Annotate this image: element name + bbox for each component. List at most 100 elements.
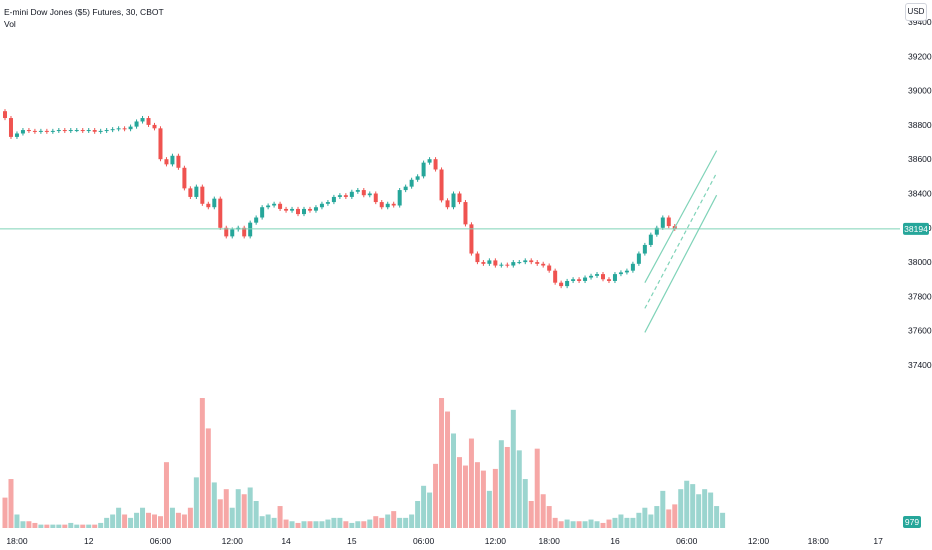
volume-bar: [110, 514, 116, 528]
time-tick-label: 16: [610, 536, 620, 546]
candle-body: [122, 128, 127, 130]
candle-body: [92, 130, 97, 132]
volume-bar: [68, 522, 74, 528]
volume-bar: [666, 509, 672, 528]
candle-body: [511, 262, 516, 266]
volume-bar: [211, 482, 217, 528]
volume-bar: [558, 521, 564, 528]
volume-bar: [104, 517, 110, 528]
volume-bar: [421, 485, 427, 528]
currency-button[interactable]: USD: [905, 3, 927, 21]
time-tick-label: 06:00: [413, 536, 435, 546]
candle-body: [630, 263, 635, 271]
candle-body: [242, 227, 247, 237]
candle-body: [373, 193, 378, 203]
channel-middle-line[interactable]: [644, 172, 718, 309]
volume-bar: [612, 517, 618, 528]
volume-bar: [313, 521, 319, 528]
volume-bar: [504, 446, 510, 528]
price-tick-label: 37400: [908, 360, 932, 370]
candle-body: [660, 217, 665, 228]
candle-body: [325, 202, 330, 204]
candle-body: [38, 130, 43, 132]
candle-body: [397, 190, 402, 206]
candle-body: [266, 205, 271, 208]
volume-bar: [678, 489, 684, 528]
volume-bar: [343, 521, 349, 528]
candle-body: [260, 207, 265, 218]
volume-bar: [684, 480, 690, 528]
candle-body: [523, 260, 528, 263]
channel-upper-line[interactable]: [644, 150, 718, 283]
volume-bar: [241, 494, 247, 528]
volume-bar: [74, 524, 80, 528]
candle-body: [218, 198, 223, 228]
volume-bar: [522, 479, 528, 528]
candle-body: [361, 190, 366, 196]
candle-body: [140, 118, 145, 122]
volume-bar: [433, 463, 439, 528]
time-tick-label: 12:00: [222, 536, 244, 546]
volume-bar: [128, 517, 134, 528]
volume-bar: [468, 438, 474, 528]
volume-bar: [564, 519, 570, 528]
candle-body: [176, 155, 181, 168]
channel-drawing[interactable]: [644, 150, 718, 333]
price-tick-label: 39200: [908, 51, 932, 61]
candle-body: [648, 234, 653, 245]
volume-bar: [498, 440, 504, 528]
volume-bar: [385, 514, 391, 528]
candle-body: [463, 202, 468, 225]
price-tick-label: 38000: [908, 257, 932, 267]
volume-bar: [146, 512, 152, 528]
candle-body: [391, 203, 396, 206]
volume-bar: [570, 521, 576, 528]
channel-lower-line[interactable]: [644, 194, 718, 333]
volume-bar: [2, 497, 8, 528]
candle-body: [104, 130, 109, 132]
volume-bar: [20, 521, 26, 528]
symbol-title[interactable]: E-mini Dow Jones ($5) Futures, 30, CBOT: [4, 7, 164, 17]
volume-bar: [588, 519, 594, 528]
volume-bar: [720, 512, 726, 528]
volume-bar: [355, 521, 361, 528]
price-axis[interactable]: 3740037600378003800038200384003860038800…: [908, 17, 932, 370]
candle-body: [146, 118, 151, 125]
volume-bar: [654, 506, 660, 528]
volume-bar: [660, 490, 666, 528]
volume-bar: [152, 514, 157, 528]
candle-body: [535, 262, 540, 264]
candle-body: [642, 244, 647, 254]
candle-body: [612, 274, 617, 281]
volume-bar: [618, 514, 624, 528]
candle-body: [553, 270, 558, 283]
volume-bar: [403, 517, 409, 528]
candle-body: [62, 130, 67, 132]
candle-body: [116, 128, 121, 130]
price-badge-label: 38194: [904, 224, 928, 234]
volume-bar: [714, 506, 720, 528]
volume-bar: [181, 514, 187, 528]
volume-bar: [528, 500, 534, 528]
volume-bar: [331, 517, 337, 528]
candle-body: [74, 130, 79, 132]
candle-body: [517, 262, 522, 264]
volume-bar: [235, 489, 241, 528]
volume-bar: [540, 494, 546, 528]
volume-bar: [175, 512, 181, 528]
candle-body: [349, 191, 354, 197]
time-tick-label: 14: [281, 536, 291, 546]
candle-body: [595, 274, 600, 276]
candle-layer: [3, 109, 677, 289]
volume-bar: [122, 514, 128, 528]
candle-body: [254, 217, 259, 223]
volume-bar: [259, 516, 265, 528]
volume-bar: [642, 507, 648, 528]
candle-body: [475, 253, 480, 263]
volume-bar: [696, 494, 702, 528]
candle-body: [577, 279, 582, 281]
time-axis[interactable]: 18:00 12 06:00 12:00 14 15 06:00 12:00 18:00 16 06…: [6, 536, 883, 546]
volume-label[interactable]: Vol: [4, 19, 16, 29]
candle-body: [415, 176, 420, 180]
